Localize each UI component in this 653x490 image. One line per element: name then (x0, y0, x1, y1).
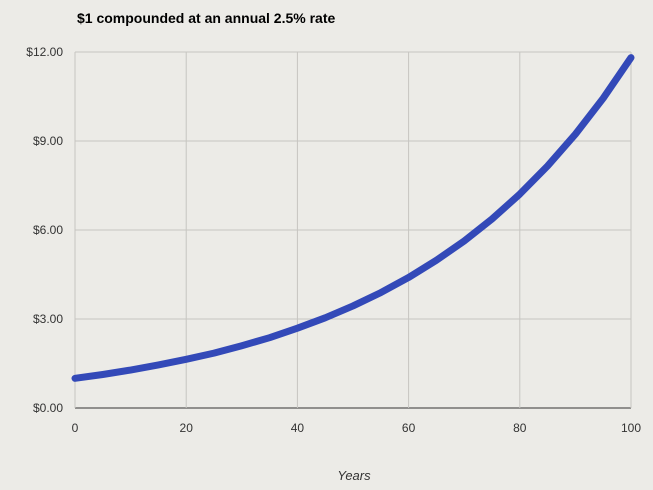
x-tick-label: 40 (291, 421, 305, 435)
x-tick-label: 80 (513, 421, 527, 435)
y-tick-label: $0.00 (33, 401, 63, 415)
x-tick-label: 60 (402, 421, 416, 435)
x-tick-label: 20 (180, 421, 194, 435)
y-tick-label: $9.00 (33, 134, 63, 148)
chart-title: $1 compounded at an annual 2.5% rate (77, 10, 336, 26)
x-tick-label: 100 (621, 421, 641, 435)
series-layer (71, 54, 635, 382)
series-line (71, 54, 635, 382)
tick-labels: $0.00 $3.00 $6.00 $9.00 $12.00 0 20 40 60 80 100 (26, 45, 641, 435)
grid-lines (74, 51, 632, 409)
x-axis-title: Years (337, 468, 371, 483)
y-tick-label: $6.00 (33, 223, 63, 237)
y-tick-label: $12.00 (26, 45, 63, 59)
y-tick-label: $3.00 (33, 312, 63, 326)
x-tick-label: 0 (72, 421, 79, 435)
